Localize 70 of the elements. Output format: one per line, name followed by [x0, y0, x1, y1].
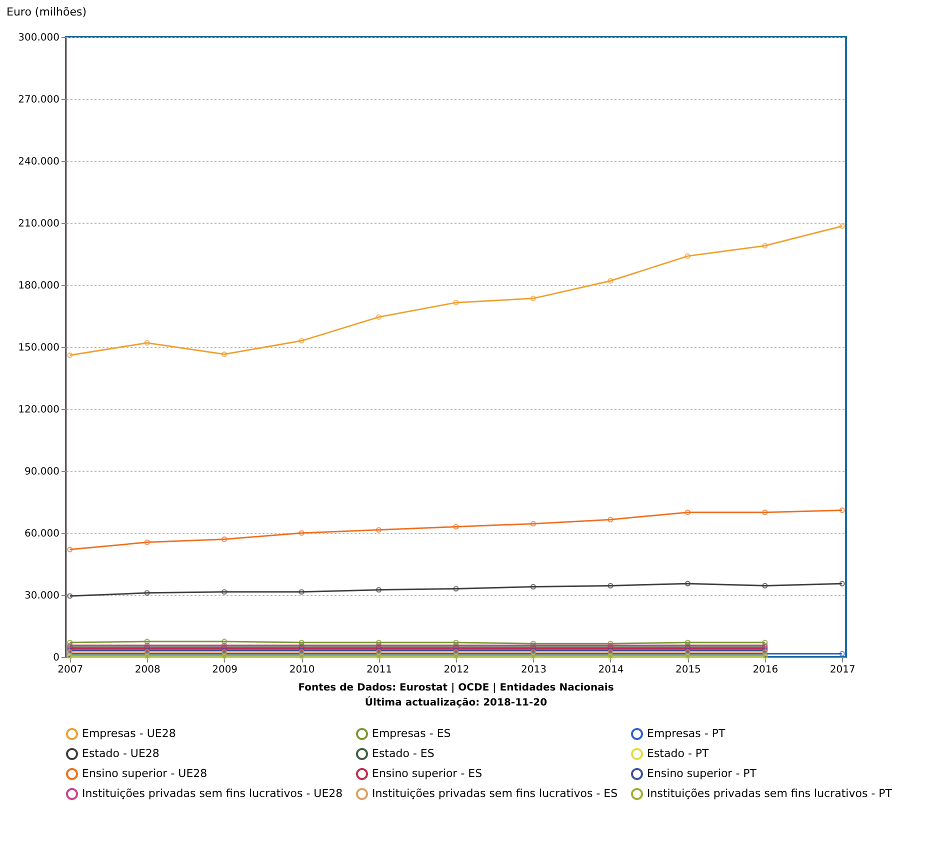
x-tick-label: 2008	[134, 664, 160, 676]
point	[376, 527, 382, 533]
legend-label: Empresas - UE28	[82, 727, 176, 740]
point	[684, 510, 691, 516]
text: Última actualização: 2018-11-20	[364, 696, 548, 708]
point	[376, 314, 382, 320]
text: Fontes de Dados: Eurostat | OCDE | Entidades Nacionais	[298, 682, 614, 694]
point	[298, 338, 304, 344]
x-tick-label: 2009	[212, 664, 238, 676]
point	[144, 340, 150, 346]
legend-label: Ensino superior - ES	[372, 767, 482, 780]
point	[530, 584, 536, 590]
point	[298, 640, 304, 646]
x-tick-label: 2017	[830, 664, 856, 676]
y-tick-label: 180.000	[18, 280, 60, 292]
point	[684, 253, 691, 259]
point	[298, 589, 304, 595]
point	[453, 524, 459, 530]
x-tick-label: 2014	[598, 664, 624, 676]
point	[608, 516, 614, 522]
legend-label: Empresas - PT	[647, 727, 726, 740]
point	[453, 586, 459, 592]
y-tick-label: 300.000	[18, 32, 60, 44]
x-tick-label: 2012	[444, 664, 470, 676]
point	[221, 536, 228, 542]
y-tick-label: 60.000	[24, 528, 60, 540]
legend-label: Estado - UE28	[82, 747, 160, 760]
y-tick-label: 30.000	[24, 590, 60, 602]
x-tick-label: 2010	[289, 664, 315, 676]
point	[453, 300, 459, 306]
y-axis-title: Euro (milhões)	[6, 6, 87, 18]
x-tick-label: 2011	[366, 664, 392, 676]
y-tick-label: 90.000	[24, 466, 60, 478]
legend-label: Instituições privadas sem fins lucrativos - UE28	[82, 787, 343, 800]
y-tick-label: 150.000	[18, 342, 60, 354]
y-tick-label: 120.000	[18, 404, 60, 416]
point	[530, 296, 536, 302]
legend-label: Ensino superior - PT	[647, 767, 757, 780]
x-tick-label: 2016	[752, 664, 778, 676]
x-tick-label: 2015	[675, 664, 701, 676]
point	[608, 582, 614, 589]
point	[453, 640, 459, 646]
legend-label: Estado - PT	[647, 747, 710, 760]
point	[144, 539, 150, 546]
legend-label: Instituições privadas sem fins lucrativos - PT	[647, 787, 892, 800]
point	[144, 590, 150, 596]
point	[762, 242, 768, 249]
point	[221, 589, 228, 595]
legend-label: Empresas - ES	[372, 727, 451, 740]
point	[684, 580, 691, 586]
point	[376, 587, 382, 593]
point	[762, 510, 768, 516]
y-tick-label: 0	[53, 652, 60, 664]
y-tick-label: 270.000	[18, 94, 60, 106]
point	[221, 638, 228, 644]
point	[376, 640, 382, 646]
point	[298, 530, 304, 536]
point	[144, 638, 150, 644]
legend-label: Ensino superior - UE28	[82, 767, 208, 780]
point	[762, 582, 768, 589]
legend-label: Instituições privadas sem fins lucrativos - ES	[372, 787, 618, 800]
legend-label: Estado - ES	[372, 747, 434, 760]
x-tick-label: 2013	[521, 664, 546, 676]
x-tick-label: 2007	[58, 664, 84, 676]
y-tick-label: 240.000	[18, 156, 60, 168]
point	[608, 278, 614, 284]
point	[221, 351, 228, 358]
y-tick-label: 210.000	[18, 218, 60, 230]
point	[684, 640, 691, 646]
point	[530, 520, 536, 527]
